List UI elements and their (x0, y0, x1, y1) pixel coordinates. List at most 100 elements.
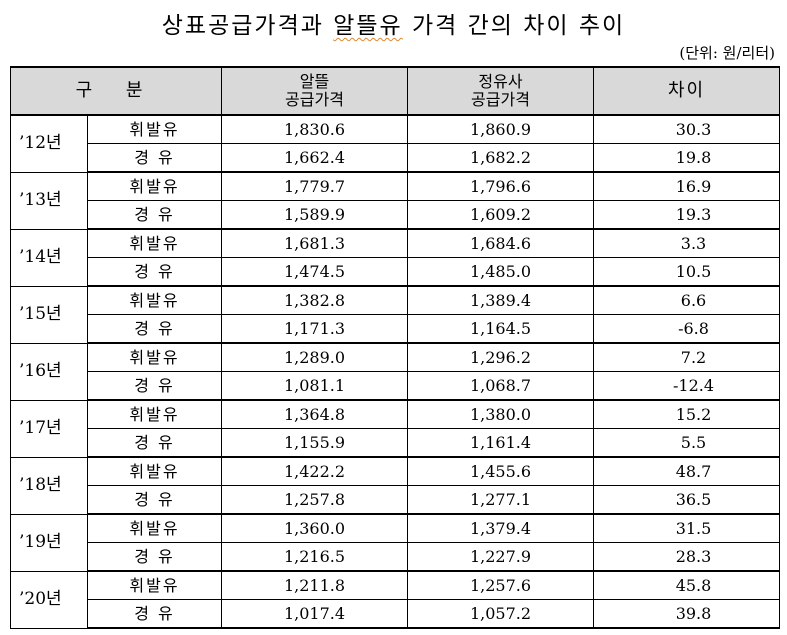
year-cell: ’12년 (10, 114, 88, 173)
table-row: 경 유 1,155.9 1,161.4 5.5 (11, 428, 780, 458)
fuel-cell: 경 유 (87, 200, 222, 230)
difference-cell: 28.3 (593, 542, 780, 572)
refinery-price-cell: 1,379.4 (407, 513, 594, 543)
year-cell: ’18년 (10, 456, 88, 515)
header-refinery-price: 정유사 공급가격 (407, 66, 594, 116)
table-row: 경 유 1,216.5 1,227.9 28.3 (11, 542, 780, 572)
refinery-price-cell: 1,609.2 (407, 200, 594, 230)
altteul-price-cell: 1,474.5 (221, 257, 408, 287)
refinery-price-cell: 1,796.6 (407, 171, 594, 201)
difference-cell: 6.6 (593, 285, 780, 315)
difference-cell: -12.4 (593, 371, 780, 401)
altteul-price-cell: 1,422.2 (221, 456, 408, 486)
year-cell: ’14년 (10, 228, 88, 287)
refinery-price-cell: 1,380.0 (407, 399, 594, 429)
fuel-cell: 휘발유 (87, 513, 222, 543)
refinery-price-cell: 1,455.6 (407, 456, 594, 486)
table-row: ’16년 휘발유 1,289.0 1,296.2 7.2 (10, 342, 780, 401)
header-refinery-line2: 공급가격 (471, 90, 530, 109)
table-row: ’12년 휘발유 1,830.6 1,860.9 30.3 (10, 114, 780, 173)
year-cell: ’17년 (10, 399, 88, 458)
fuel-cell: 휘발유 (87, 399, 222, 429)
difference-cell: 16.9 (593, 171, 780, 201)
table-row: 경 유 1,017.4 1,057.2 39.8 (11, 599, 780, 629)
fuel-cell: 휘발유 (87, 570, 222, 600)
table-row: ’13년 휘발유 1,779.7 1,796.6 16.9 (10, 171, 780, 230)
refinery-price-cell: 1,161.4 (407, 428, 594, 458)
refinery-price-cell: 1,389.4 (407, 285, 594, 315)
table-row: 경 유 1,589.9 1,609.2 19.3 (11, 200, 780, 230)
table-row: 경 유 1,081.1 1,068.7 -12.4 (11, 371, 780, 401)
fuel-cell: 경 유 (87, 371, 222, 401)
table-row: ’19년 휘발유 1,360.0 1,379.4 31.5 (10, 513, 780, 572)
refinery-price-cell: 1,296.2 (407, 342, 594, 372)
table-row: ’20년 휘발유 1,211.8 1,257.6 45.8 (10, 570, 780, 629)
refinery-price-cell: 1,860.9 (407, 114, 594, 144)
altteul-price-cell: 1,681.3 (221, 228, 408, 258)
altteul-price-cell: 1,589.9 (221, 200, 408, 230)
table-row: ’17년 휘발유 1,364.8 1,380.0 15.2 (10, 399, 780, 458)
difference-cell: 15.2 (593, 399, 780, 429)
fuel-cell: 경 유 (87, 599, 222, 629)
header-category: 구 분 (10, 66, 222, 116)
difference-cell: 10.5 (593, 257, 780, 287)
refinery-price-cell: 1,257.6 (407, 570, 594, 600)
header-refinery-line1: 정유사 (478, 72, 523, 91)
table-row: 경 유 1,474.5 1,485.0 10.5 (11, 257, 780, 287)
table-header-row: 구 분 알뜰 공급가격 정유사 공급가격 차이 (10, 66, 780, 116)
header-altteul-line1: 알뜰 (299, 72, 330, 91)
fuel-cell: 휘발유 (87, 456, 222, 486)
table-row: 경 유 1,257.8 1,277.1 36.5 (11, 485, 780, 515)
unit-label: (단위: 원/리터) (679, 44, 775, 62)
difference-cell: 3.3 (593, 228, 780, 258)
altteul-price-cell: 1,830.6 (221, 114, 408, 144)
year-cell: ’19년 (10, 513, 88, 572)
difference-cell: 7.2 (593, 342, 780, 372)
title-highlighted-word: 알뜰유 (333, 13, 403, 39)
year-cell: ’16년 (10, 342, 88, 401)
header-altteul-line2: 공급가격 (285, 90, 344, 109)
difference-cell: 45.8 (593, 570, 780, 600)
altteul-price-cell: 1,257.8 (221, 485, 408, 515)
fuel-cell: 휘발유 (87, 285, 222, 315)
altteul-price-cell: 1,216.5 (221, 542, 408, 572)
altteul-price-cell: 1,779.7 (221, 171, 408, 201)
fuel-cell: 경 유 (87, 485, 222, 515)
altteul-price-cell: 1,155.9 (221, 428, 408, 458)
refinery-price-cell: 1,277.1 (407, 485, 594, 515)
page-title: 상표공급가격과 알뜰유 가격 간의 차이 추이 (0, 6, 787, 40)
table-row: ’14년 휘발유 1,681.3 1,684.6 3.3 (10, 228, 780, 287)
difference-cell: 30.3 (593, 114, 780, 144)
altteul-price-cell: 1,211.8 (221, 570, 408, 600)
difference-cell: 36.5 (593, 485, 780, 515)
difference-cell: 19.3 (593, 200, 780, 230)
price-difference-table: 구 분 알뜰 공급가격 정유사 공급가격 차이 ’12년 휘발유 1,830.6… (10, 66, 780, 629)
year-cell: ’15년 (10, 285, 88, 344)
altteul-price-cell: 1,360.0 (221, 513, 408, 543)
table-row: ’15년 휘발유 1,382.8 1,389.4 6.6 (10, 285, 780, 344)
table-row: 경 유 1,662.4 1,682.2 19.8 (11, 143, 780, 173)
altteul-price-cell: 1,171.3 (221, 314, 408, 344)
altteul-price-cell: 1,289.0 (221, 342, 408, 372)
refinery-price-cell: 1,684.6 (407, 228, 594, 258)
altteul-price-cell: 1,081.1 (221, 371, 408, 401)
refinery-price-cell: 1,164.5 (407, 314, 594, 344)
year-cell: ’13년 (10, 171, 88, 230)
altteul-price-cell: 1,364.8 (221, 399, 408, 429)
year-cell: ’20년 (10, 570, 88, 629)
difference-cell: 39.8 (593, 599, 780, 629)
difference-cell: -6.8 (593, 314, 780, 344)
fuel-cell: 경 유 (87, 143, 222, 173)
altteul-price-cell: 1,382.8 (221, 285, 408, 315)
fuel-cell: 휘발유 (87, 114, 222, 144)
fuel-cell: 경 유 (87, 314, 222, 344)
refinery-price-cell: 1,057.2 (407, 599, 594, 629)
fuel-cell: 경 유 (87, 257, 222, 287)
difference-cell: 31.5 (593, 513, 780, 543)
altteul-price-cell: 1,017.4 (221, 599, 408, 629)
header-difference: 차이 (593, 66, 780, 116)
refinery-price-cell: 1,227.9 (407, 542, 594, 572)
fuel-cell: 경 유 (87, 428, 222, 458)
difference-cell: 5.5 (593, 428, 780, 458)
title-suffix: 가격 간의 차이 추이 (402, 13, 626, 39)
